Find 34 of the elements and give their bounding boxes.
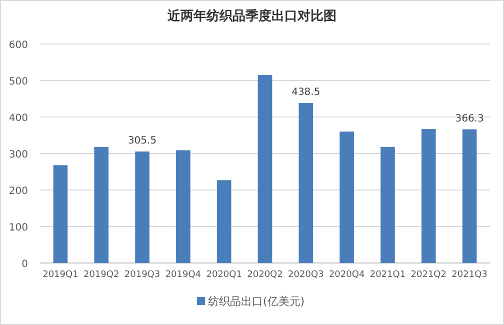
bar [94,146,109,263]
x-tick-label: 2020Q4 [328,270,365,280]
bar [216,180,232,263]
bar [135,151,150,263]
x-tick-label: 2019Q1 [42,270,78,280]
x-tick-label: 2020Q2 [247,270,283,280]
bar [53,165,68,263]
x-tick-label: 2019Q3 [124,270,160,280]
x-tick-label: 2021Q2 [410,270,446,280]
x-tick-label: 2020Q3 [288,270,324,280]
legend-label: 纺织品出口(亿美元) [208,295,305,308]
data-label: 438.5 [292,86,320,98]
x-tick-label: 2021Q3 [452,270,488,280]
y-tick-label: 200 [8,186,28,197]
y-tick-label: 0 [22,259,28,270]
y-tick-label: 100 [8,222,28,234]
y-tick-label: 400 [8,113,28,124]
bar [421,129,436,263]
y-tick-label: 300 [8,150,28,160]
x-tick-label: 2019Q4 [165,270,202,280]
bar [298,102,314,263]
y-tick-label: 600 [8,40,28,51]
y-tick-label: 500 [8,76,28,88]
bar [176,150,190,263]
x-tick-label: 2020Q1 [206,270,242,280]
chart-title: 近两年纺织品季度出口对比图 [166,8,336,24]
bar [462,129,477,263]
bar [380,146,395,263]
data-label: 366.3 [455,113,484,124]
bar [340,132,354,263]
x-tick-label: 2021Q1 [370,270,406,280]
bar [258,75,272,263]
data-label: 305.5 [128,135,157,146]
x-tick-label: 2019Q2 [84,270,120,280]
